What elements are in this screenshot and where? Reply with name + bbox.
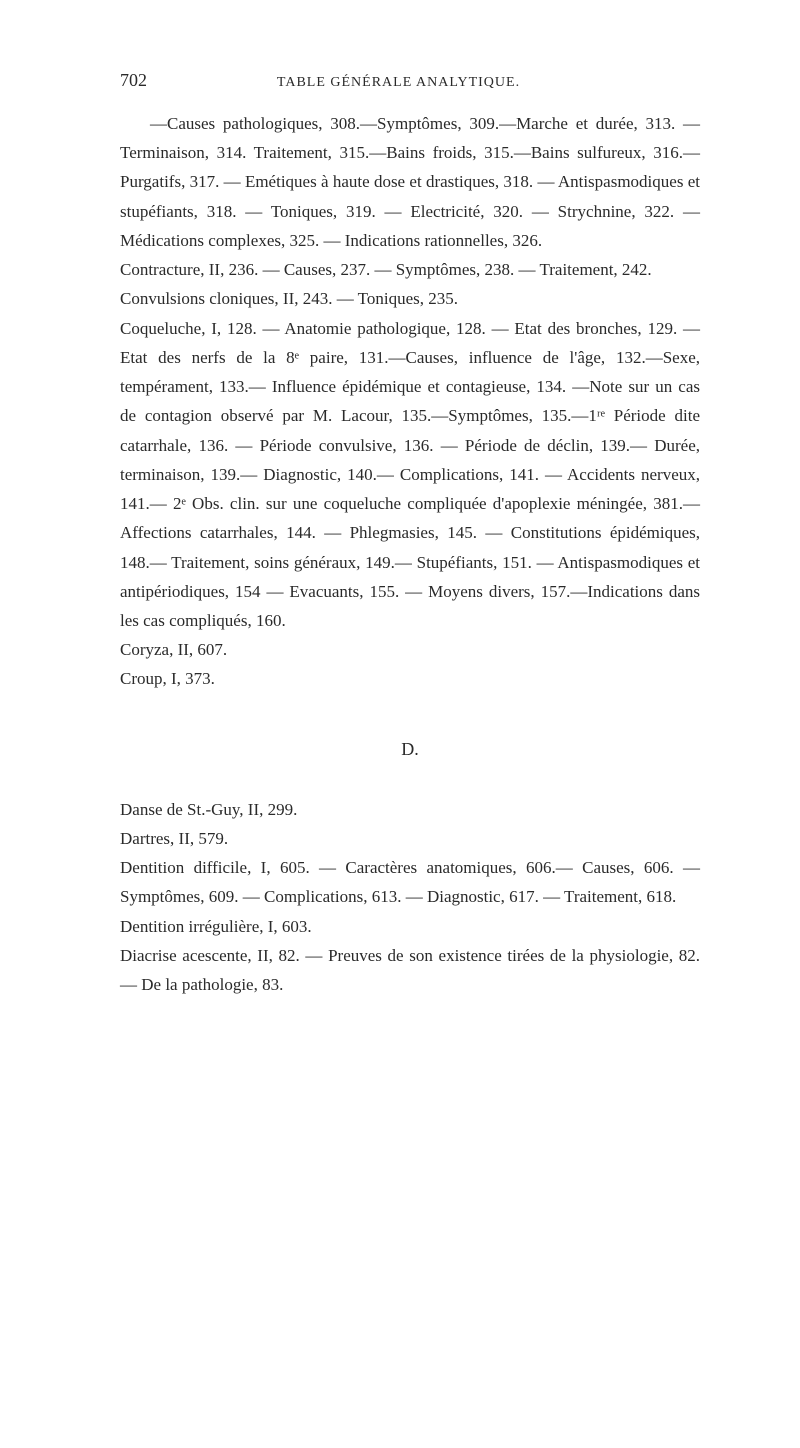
page-header: 702 TABLE GÉNÉRALE ANALYTIQUE. (120, 70, 700, 91)
paragraph: Danse de St.-Guy, II, 299. (120, 795, 700, 824)
paragraph: Contracture, II, 236. — Causes, 237. — S… (120, 255, 700, 284)
paragraph: —Causes pathologiques, 308.—Symptômes, 3… (120, 109, 700, 255)
paragraph: Dartres, II, 579. (120, 824, 700, 853)
page-number: 702 (120, 70, 147, 91)
paragraph: Coqueluche, I, 128. — Anatomie pathologi… (120, 314, 700, 636)
paragraph: Coryza, II, 607. (120, 635, 700, 664)
paragraph: Dentition difficile, I, 605. — Caractère… (120, 853, 700, 911)
page-container: 702 TABLE GÉNÉRALE ANALYTIQUE. —Causes p… (0, 0, 800, 1049)
header-title: TABLE GÉNÉRALE ANALYTIQUE. (147, 75, 650, 91)
paragraph: Diacrise acescente, II, 82. — Preuves de… (120, 941, 700, 999)
paragraph: Dentition irrégulière, I, 603. (120, 912, 700, 941)
paragraph: Convulsions cloniques, II, 243. — Toniqu… (120, 284, 700, 313)
paragraph: Croup, I, 373. (120, 664, 700, 693)
body-text: —Causes pathologiques, 308.—Symptômes, 3… (120, 109, 700, 999)
section-heading-d: D. (120, 734, 700, 765)
